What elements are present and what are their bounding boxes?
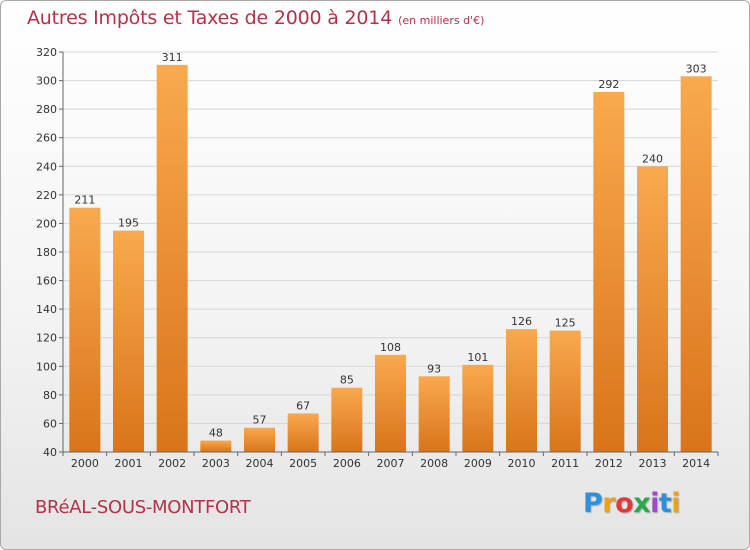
- y-tick-label: 120: [36, 332, 57, 345]
- x-tick-label: 2010: [508, 457, 536, 470]
- y-tick-label: 320: [36, 46, 57, 59]
- y-tick-label: 80: [43, 389, 57, 402]
- y-tick-label: 40: [43, 446, 57, 459]
- data-label: 195: [118, 217, 139, 230]
- data-label: 311: [162, 51, 183, 64]
- y-tick-label: 260: [36, 132, 57, 145]
- x-tick-label: 2008: [420, 457, 448, 470]
- x-tick-label: 2014: [682, 457, 710, 470]
- logo-letter: P: [583, 488, 603, 519]
- proxiti-logo[interactable]: Proxiti: [583, 488, 681, 519]
- x-tick-label: 2012: [595, 457, 623, 470]
- data-label: 85: [340, 374, 354, 387]
- x-tick-label: 2001: [115, 457, 143, 470]
- axes: 40 60 80 100 120 140 160 180 200 220 240 260 280 300 3…: [36, 46, 719, 470]
- x-tick-label: 2003: [202, 457, 230, 470]
- bar: [244, 427, 275, 452]
- commune-name: BRéAL-SOUS-MONTFORT: [35, 497, 251, 518]
- x-tick-label: 2009: [464, 457, 492, 470]
- data-label: 108: [380, 341, 401, 354]
- bar: [506, 329, 537, 452]
- bar: [593, 92, 625, 452]
- chart-unit: (en milliers d'€): [398, 14, 485, 27]
- chart-title: Autres Impôts et Taxes de 2000 à 2014: [27, 7, 393, 29]
- data-label: 57: [253, 414, 267, 427]
- bar: [637, 166, 668, 453]
- bar: [680, 76, 712, 453]
- logo-letter: i: [650, 488, 659, 519]
- logo-letter: o: [615, 488, 634, 519]
- y-tick-label: 220: [36, 189, 57, 202]
- data-label: 101: [467, 351, 488, 364]
- bar: [156, 64, 188, 452]
- y-tick-label: 160: [36, 275, 57, 288]
- y-tick-label: 140: [36, 303, 57, 316]
- data-label: 303: [686, 62, 707, 75]
- x-tick-label: 2005: [289, 457, 317, 470]
- bar: [375, 354, 406, 452]
- x-tick-label: 2013: [639, 457, 667, 470]
- logo-letter: r: [602, 488, 616, 519]
- chart-title-block: Autres Impôts et Taxes de 2000 à 2014 (en…: [27, 7, 484, 29]
- x-tick-label: 2007: [377, 457, 405, 470]
- x-tick-label: 2004: [246, 457, 274, 470]
- bar: [287, 413, 319, 452]
- data-labels: 211 195 311 48 57 67 85 108 93 101 126 125 292 240 303: [74, 51, 706, 440]
- logo-letter: x: [633, 488, 651, 519]
- bar: [418, 376, 450, 452]
- bar: [462, 364, 494, 452]
- y-tick-label: 100: [36, 360, 57, 373]
- bar: [200, 440, 232, 452]
- data-label: 126: [511, 315, 532, 328]
- data-label: 240: [642, 152, 663, 165]
- data-label: 93: [427, 362, 441, 375]
- data-label: 211: [74, 194, 95, 207]
- data-label: 67: [296, 399, 310, 412]
- y-tick-label: 300: [36, 75, 57, 88]
- x-tick-label: 2000: [71, 457, 99, 470]
- x-tick-label: 2002: [158, 457, 186, 470]
- y-tick-label: 200: [36, 217, 57, 230]
- data-label: 292: [598, 78, 619, 91]
- y-tick-label: 240: [36, 160, 57, 173]
- y-tick-label: 280: [36, 103, 57, 116]
- y-tick-label: 180: [36, 246, 57, 259]
- x-tick-label: 2006: [333, 457, 361, 470]
- bars: [69, 64, 712, 453]
- bar: [549, 330, 581, 452]
- bar: [69, 207, 101, 452]
- bar: [113, 230, 144, 452]
- y-tick-label: 60: [43, 417, 57, 430]
- logo-letter: t: [658, 488, 672, 519]
- x-tick-label: 2011: [551, 457, 579, 470]
- bar: [331, 387, 363, 452]
- data-label: 48: [209, 427, 223, 440]
- data-label: 125: [555, 317, 576, 330]
- logo-letter: i: [671, 488, 681, 519]
